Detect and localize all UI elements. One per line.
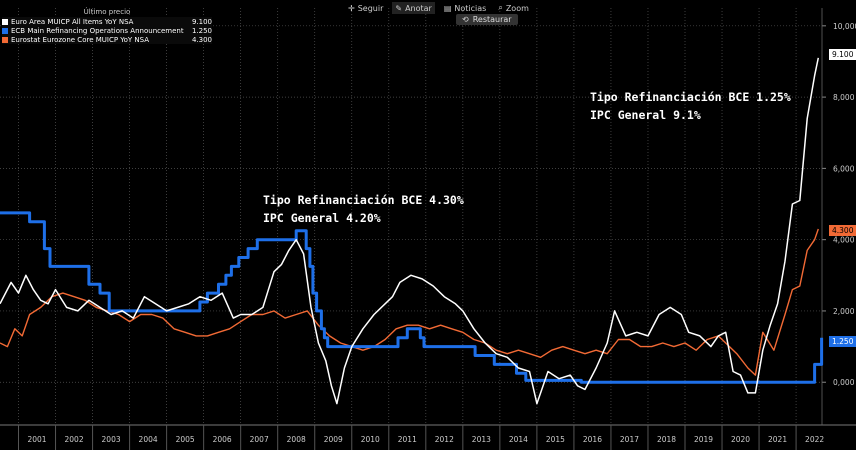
y-tick-label: 6,000 bbox=[833, 164, 855, 173]
legend-item[interactable]: Euro Area MUICP All Items YoY NSA 9.100 bbox=[2, 17, 212, 26]
x-tick-label: 2018 bbox=[657, 435, 676, 444]
x-tick-label: 2015 bbox=[546, 435, 565, 444]
legend-header: Último precio bbox=[83, 8, 131, 16]
series-lines bbox=[0, 57, 824, 405]
x-tick-label: 2001 bbox=[27, 435, 46, 444]
last-value-tag-core: 4.300 bbox=[829, 225, 856, 236]
annotation-line: IPC General 9.1% bbox=[590, 108, 701, 122]
x-tick-label: 2010 bbox=[361, 435, 380, 444]
y-tick-label: 0,000 bbox=[833, 378, 855, 387]
x-tick-label: 2004 bbox=[139, 435, 158, 444]
legend: Último precio Euro Area MUICP All Items … bbox=[2, 8, 212, 44]
last-value-tag-headline: 9.100 bbox=[829, 49, 856, 60]
zoom-label: Zoom bbox=[505, 3, 529, 13]
restaurar-button[interactable]: ⟲ Restaurar bbox=[456, 14, 518, 25]
legend-value: 1.250 bbox=[191, 26, 212, 35]
grid-lines bbox=[0, 8, 822, 425]
zoom-button[interactable]: ⌕ Zoom bbox=[495, 2, 532, 14]
x-tick-label: 2012 bbox=[435, 435, 454, 444]
x-tick-label: 2021 bbox=[768, 435, 787, 444]
x-axis-band bbox=[0, 425, 856, 450]
y-tick-label: 8,000 bbox=[833, 93, 855, 102]
x-tick-label: 2020 bbox=[731, 435, 750, 444]
reset-icon: ⟲ bbox=[462, 15, 469, 24]
magnifier-icon: ⌕ bbox=[498, 3, 503, 12]
legend-value: 4.300 bbox=[191, 35, 212, 44]
x-tick-label: 2016 bbox=[583, 435, 602, 444]
annotation-line: IPC General 4.20% bbox=[263, 211, 381, 225]
x-tick-label: 2003 bbox=[102, 435, 121, 444]
y-tick-label: 4,000 bbox=[833, 236, 855, 245]
noticias-button[interactable]: ▤ Noticias bbox=[441, 2, 490, 14]
y-tick-label: 10,000 bbox=[833, 22, 856, 31]
seguir-button[interactable]: ✛ Seguir bbox=[345, 2, 386, 14]
legend-label: Euro Area MUICP All Items YoY NSA bbox=[11, 17, 134, 26]
pencil-icon: ✎ bbox=[395, 3, 403, 13]
legend-label: ECB Main Refinancing Operations Announce… bbox=[11, 26, 184, 35]
series-line-0 bbox=[0, 57, 820, 405]
x-tick-label: 2005 bbox=[176, 435, 195, 444]
x-tick-label: 2008 bbox=[287, 435, 306, 444]
series-line-2 bbox=[0, 228, 819, 376]
legend-value: 9.100 bbox=[191, 17, 212, 26]
x-tick-label: 2002 bbox=[65, 435, 84, 444]
restaurar-label: Restaurar bbox=[472, 15, 512, 24]
legend-swatch bbox=[2, 27, 8, 34]
legend-item[interactable]: ECB Main Refinancing Operations Announce… bbox=[2, 26, 212, 35]
legend-label: Eurostat Eurozone Core MUICP YoY NSA bbox=[11, 35, 150, 44]
crosshair-icon: ✛ bbox=[348, 3, 355, 13]
chart-toolbar: ✛ Seguir ✎ Anotar ▤ Noticias ⌕ Zoom bbox=[345, 2, 532, 14]
x-axis: 2001 2002 2003 2004 2005 2006 2007 2008 2009 2010… bbox=[0, 424, 856, 450]
noticias-label: Noticias bbox=[454, 3, 487, 13]
series-line-1 bbox=[0, 211, 824, 384]
legend-item[interactable]: Eurostat Eurozone Core MUICP YoY NSA 4.30… bbox=[2, 35, 212, 44]
x-tick-label: 2009 bbox=[324, 435, 343, 444]
x-tick-label: 2014 bbox=[509, 435, 528, 444]
legend-swatch bbox=[2, 18, 8, 25]
annotation-line: Tipo Refinanciación BCE 1.25% bbox=[590, 90, 791, 104]
annotation-2022: Tipo Refinanciación BCE 1.25% IPC Genera… bbox=[590, 88, 791, 124]
y-axis: 0,000 2,000 4,000 6,000 8,000 10,000 bbox=[821, 8, 856, 425]
anotar-button[interactable]: ✎ Anotar bbox=[392, 2, 435, 14]
x-tick-label: 2019 bbox=[694, 435, 713, 444]
x-tick-label: 2007 bbox=[250, 435, 269, 444]
x-tick-label: 2011 bbox=[398, 435, 417, 444]
x-tick-label: 2017 bbox=[620, 435, 639, 444]
x-tick-label: 2013 bbox=[472, 435, 491, 444]
x-tick-label: 2006 bbox=[213, 435, 232, 444]
legend-swatch bbox=[2, 36, 8, 43]
last-value-tag-ecb: 1.250 bbox=[829, 336, 856, 347]
x-tick-label: 2022 bbox=[805, 435, 824, 444]
annotation-2008: Tipo Refinanciación BCE 4.30% IPC Genera… bbox=[263, 191, 464, 227]
anotar-label: Anotar bbox=[405, 3, 432, 13]
annotation-line: Tipo Refinanciación BCE 4.30% bbox=[263, 193, 464, 207]
news-icon: ▤ bbox=[443, 3, 452, 13]
y-tick-label: 2,000 bbox=[833, 307, 855, 316]
seguir-label: Seguir bbox=[357, 3, 384, 13]
